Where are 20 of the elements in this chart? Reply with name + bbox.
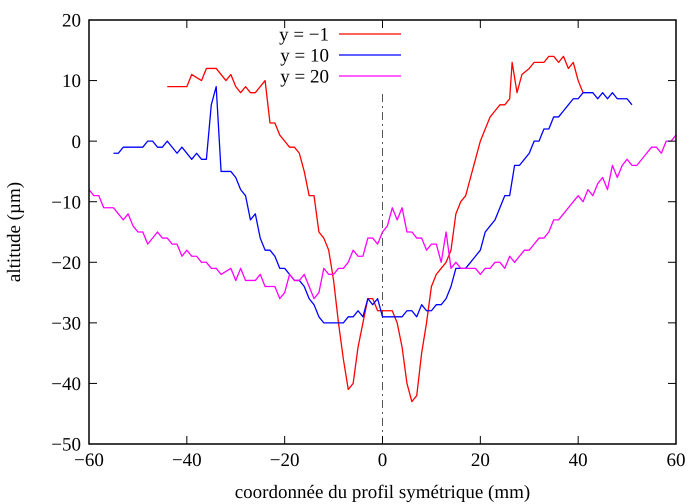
line-series [112, 86, 633, 324]
y-axis-title: altitude (µm) [4, 182, 25, 282]
y-tick-label: −40 [51, 374, 81, 396]
x-axis-title: coordonnée du profil symétrique (mm) [234, 482, 530, 503]
legend-label: y = 20 [280, 66, 329, 88]
x-tick-label: −20 [270, 450, 300, 471]
x-tick-label: 0 [378, 450, 388, 471]
y-tick-label: 20 [62, 10, 81, 32]
y-tick-label: 0 [72, 132, 81, 153]
legend-label: y = −1 [279, 24, 329, 46]
y-tick-label: −30 [51, 314, 81, 335]
y-tick-label: 10 [62, 71, 81, 92]
legend-label: y = 10 [280, 46, 329, 67]
x-tick-label: 20 [470, 450, 490, 471]
x-tick-label: −40 [172, 450, 202, 471]
y-tick-label: −20 [51, 252, 81, 274]
x-tick-label: 60 [666, 450, 686, 471]
x-tick-label: 40 [568, 450, 588, 471]
y-tick-label: −10 [51, 192, 81, 214]
line-series [88, 134, 677, 300]
